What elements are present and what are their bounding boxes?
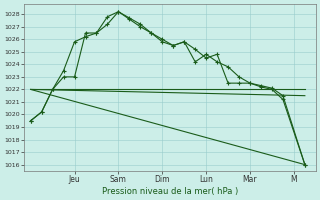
X-axis label: Pression niveau de la mer( hPa ): Pression niveau de la mer( hPa ) [102,187,238,196]
